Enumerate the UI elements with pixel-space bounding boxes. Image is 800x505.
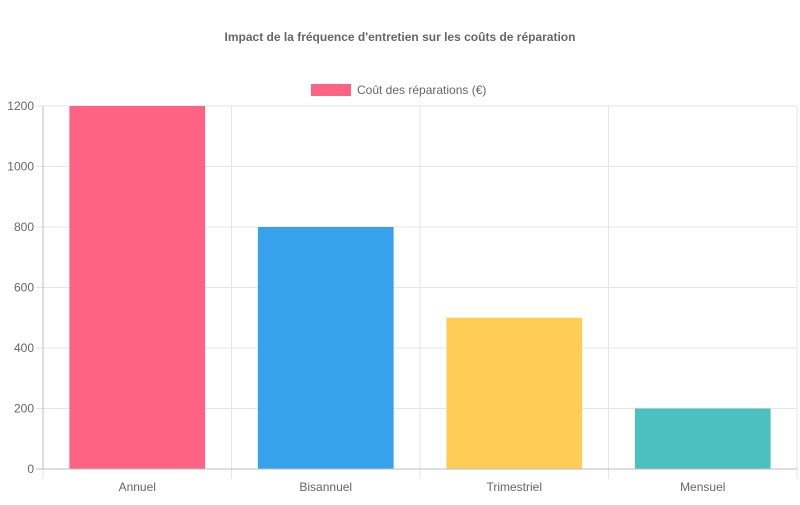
y-tick-label: 1000 [7, 160, 34, 174]
legend[interactable]: Coût des réparations (€) [311, 83, 486, 97]
x-tick-label: Mensuel [680, 480, 725, 494]
bar-bisannuel[interactable] [257, 227, 394, 469]
x-axis: Annuel Bisannuel Trimestriel Mensuel [36, 468, 797, 494]
y-tick-label: 0 [27, 462, 34, 476]
y-tick-label: 600 [14, 281, 34, 295]
y-tick-label: 800 [14, 220, 34, 234]
bar-mensuel[interactable] [634, 408, 771, 470]
bar-annuel[interactable] [69, 106, 206, 469]
chart-title: Impact de la fréquence d'entretien sur l… [225, 30, 576, 44]
y-tick-label: 1200 [7, 99, 34, 113]
bar-trimestriel[interactable] [446, 317, 583, 469]
legend-label: Coût des réparations (€) [357, 83, 486, 97]
bars [69, 106, 771, 470]
legend-swatch [311, 84, 351, 96]
y-tick-label: 200 [14, 402, 34, 416]
y-axis: 0 200 400 600 800 1000 1200 [7, 99, 44, 476]
x-tick-label: Annuel [119, 480, 156, 494]
x-tick-label: Bisannuel [299, 480, 352, 494]
y-tick-label: 400 [14, 341, 34, 355]
x-tick-label: Trimestriel [486, 480, 542, 494]
